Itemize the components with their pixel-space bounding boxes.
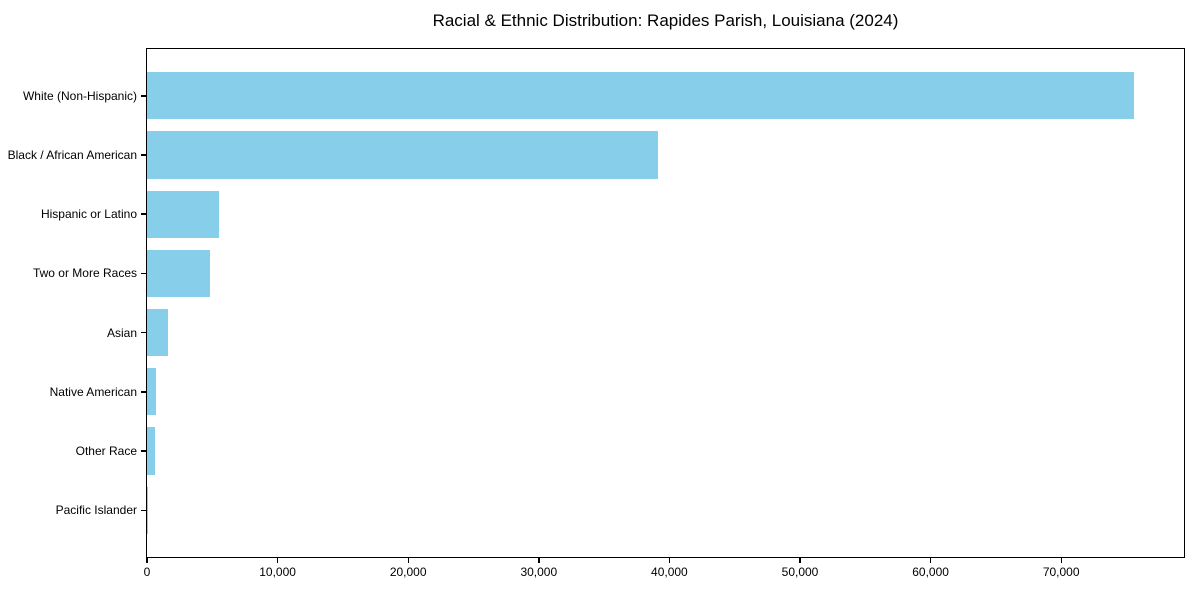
x-tick-mark	[1060, 558, 1062, 563]
y-tick-label-pacific-islander: Pacific Islander	[55, 503, 137, 518]
bar-other-race	[147, 427, 156, 475]
y-tick-label-hispanic-or-latino: Hispanic or Latino	[40, 207, 137, 222]
bar-black-african-american	[147, 131, 658, 179]
x-tick-mark	[276, 558, 279, 563]
y-tick-mark	[141, 272, 146, 275]
x-tick-mark	[407, 558, 409, 563]
bar-white-non-hispanic	[147, 72, 1135, 120]
plot-area	[146, 48, 1185, 558]
y-tick-mark	[141, 154, 146, 156]
bar-native-american	[147, 368, 156, 416]
y-tick-label-white-non-hispanic: White (Non-Hispanic)	[22, 88, 137, 103]
x-tick-label: 0	[143, 565, 151, 579]
chart-title: Racial & Ethnic Distribution: Rapides Pa…	[432, 11, 899, 30]
bar-two-or-more-races	[147, 249, 210, 298]
y-tick-mark	[141, 391, 146, 393]
x-tick-label: 20,000	[389, 565, 427, 579]
y-tick-mark	[141, 95, 146, 97]
x-tick-label: 60,000	[912, 565, 949, 579]
x-tick-mark	[146, 558, 148, 563]
x-tick-label: 50,000	[781, 565, 819, 579]
bar-hispanic-or-latino	[147, 190, 219, 238]
y-tick-label-two-or-more-races: Two or More Races	[32, 266, 137, 281]
y-tick-label-black-african-american: Black / African American	[7, 148, 137, 162]
y-tick-mark	[141, 509, 146, 511]
x-tick-label: 30,000	[520, 565, 558, 579]
y-tick-mark	[141, 213, 146, 215]
x-tick-mark	[799, 558, 801, 563]
x-tick-mark	[538, 558, 540, 563]
y-tick-label-other-race: Other Race	[75, 444, 137, 458]
x-tick-label: 10,000	[259, 565, 296, 579]
y-tick-label-native-american: Native American	[49, 384, 137, 399]
x-tick-mark	[668, 558, 671, 563]
x-tick-label: 40,000	[651, 565, 688, 579]
bar-asian	[147, 308, 168, 357]
x-tick-mark	[929, 558, 932, 563]
y-tick-mark	[141, 331, 146, 334]
y-tick-mark	[141, 450, 146, 452]
x-tick-label: 70,000	[1042, 565, 1080, 579]
y-tick-label-asian: Asian	[106, 325, 137, 340]
